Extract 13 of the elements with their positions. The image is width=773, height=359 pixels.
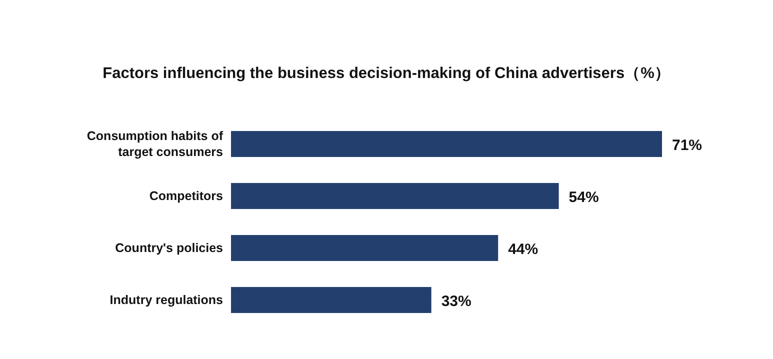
y-tick-label: Indutry regulations [110,293,224,307]
y-tick-label: Country's policies [115,241,224,255]
y-tick-label: Competitors [149,189,224,203]
data-label: 71% [672,137,702,154]
chart-title: Factors influencing the business decision-making of China advertisers（%） [102,65,670,82]
data-label: 33% [441,293,472,310]
y-tick-label: Consumption habits of target consumers [86,129,224,159]
bar [231,287,432,313]
data-label: 54% [568,189,599,206]
bar [231,183,559,209]
bar [231,235,498,261]
bar [231,131,662,157]
data-label: 44% [508,241,538,258]
